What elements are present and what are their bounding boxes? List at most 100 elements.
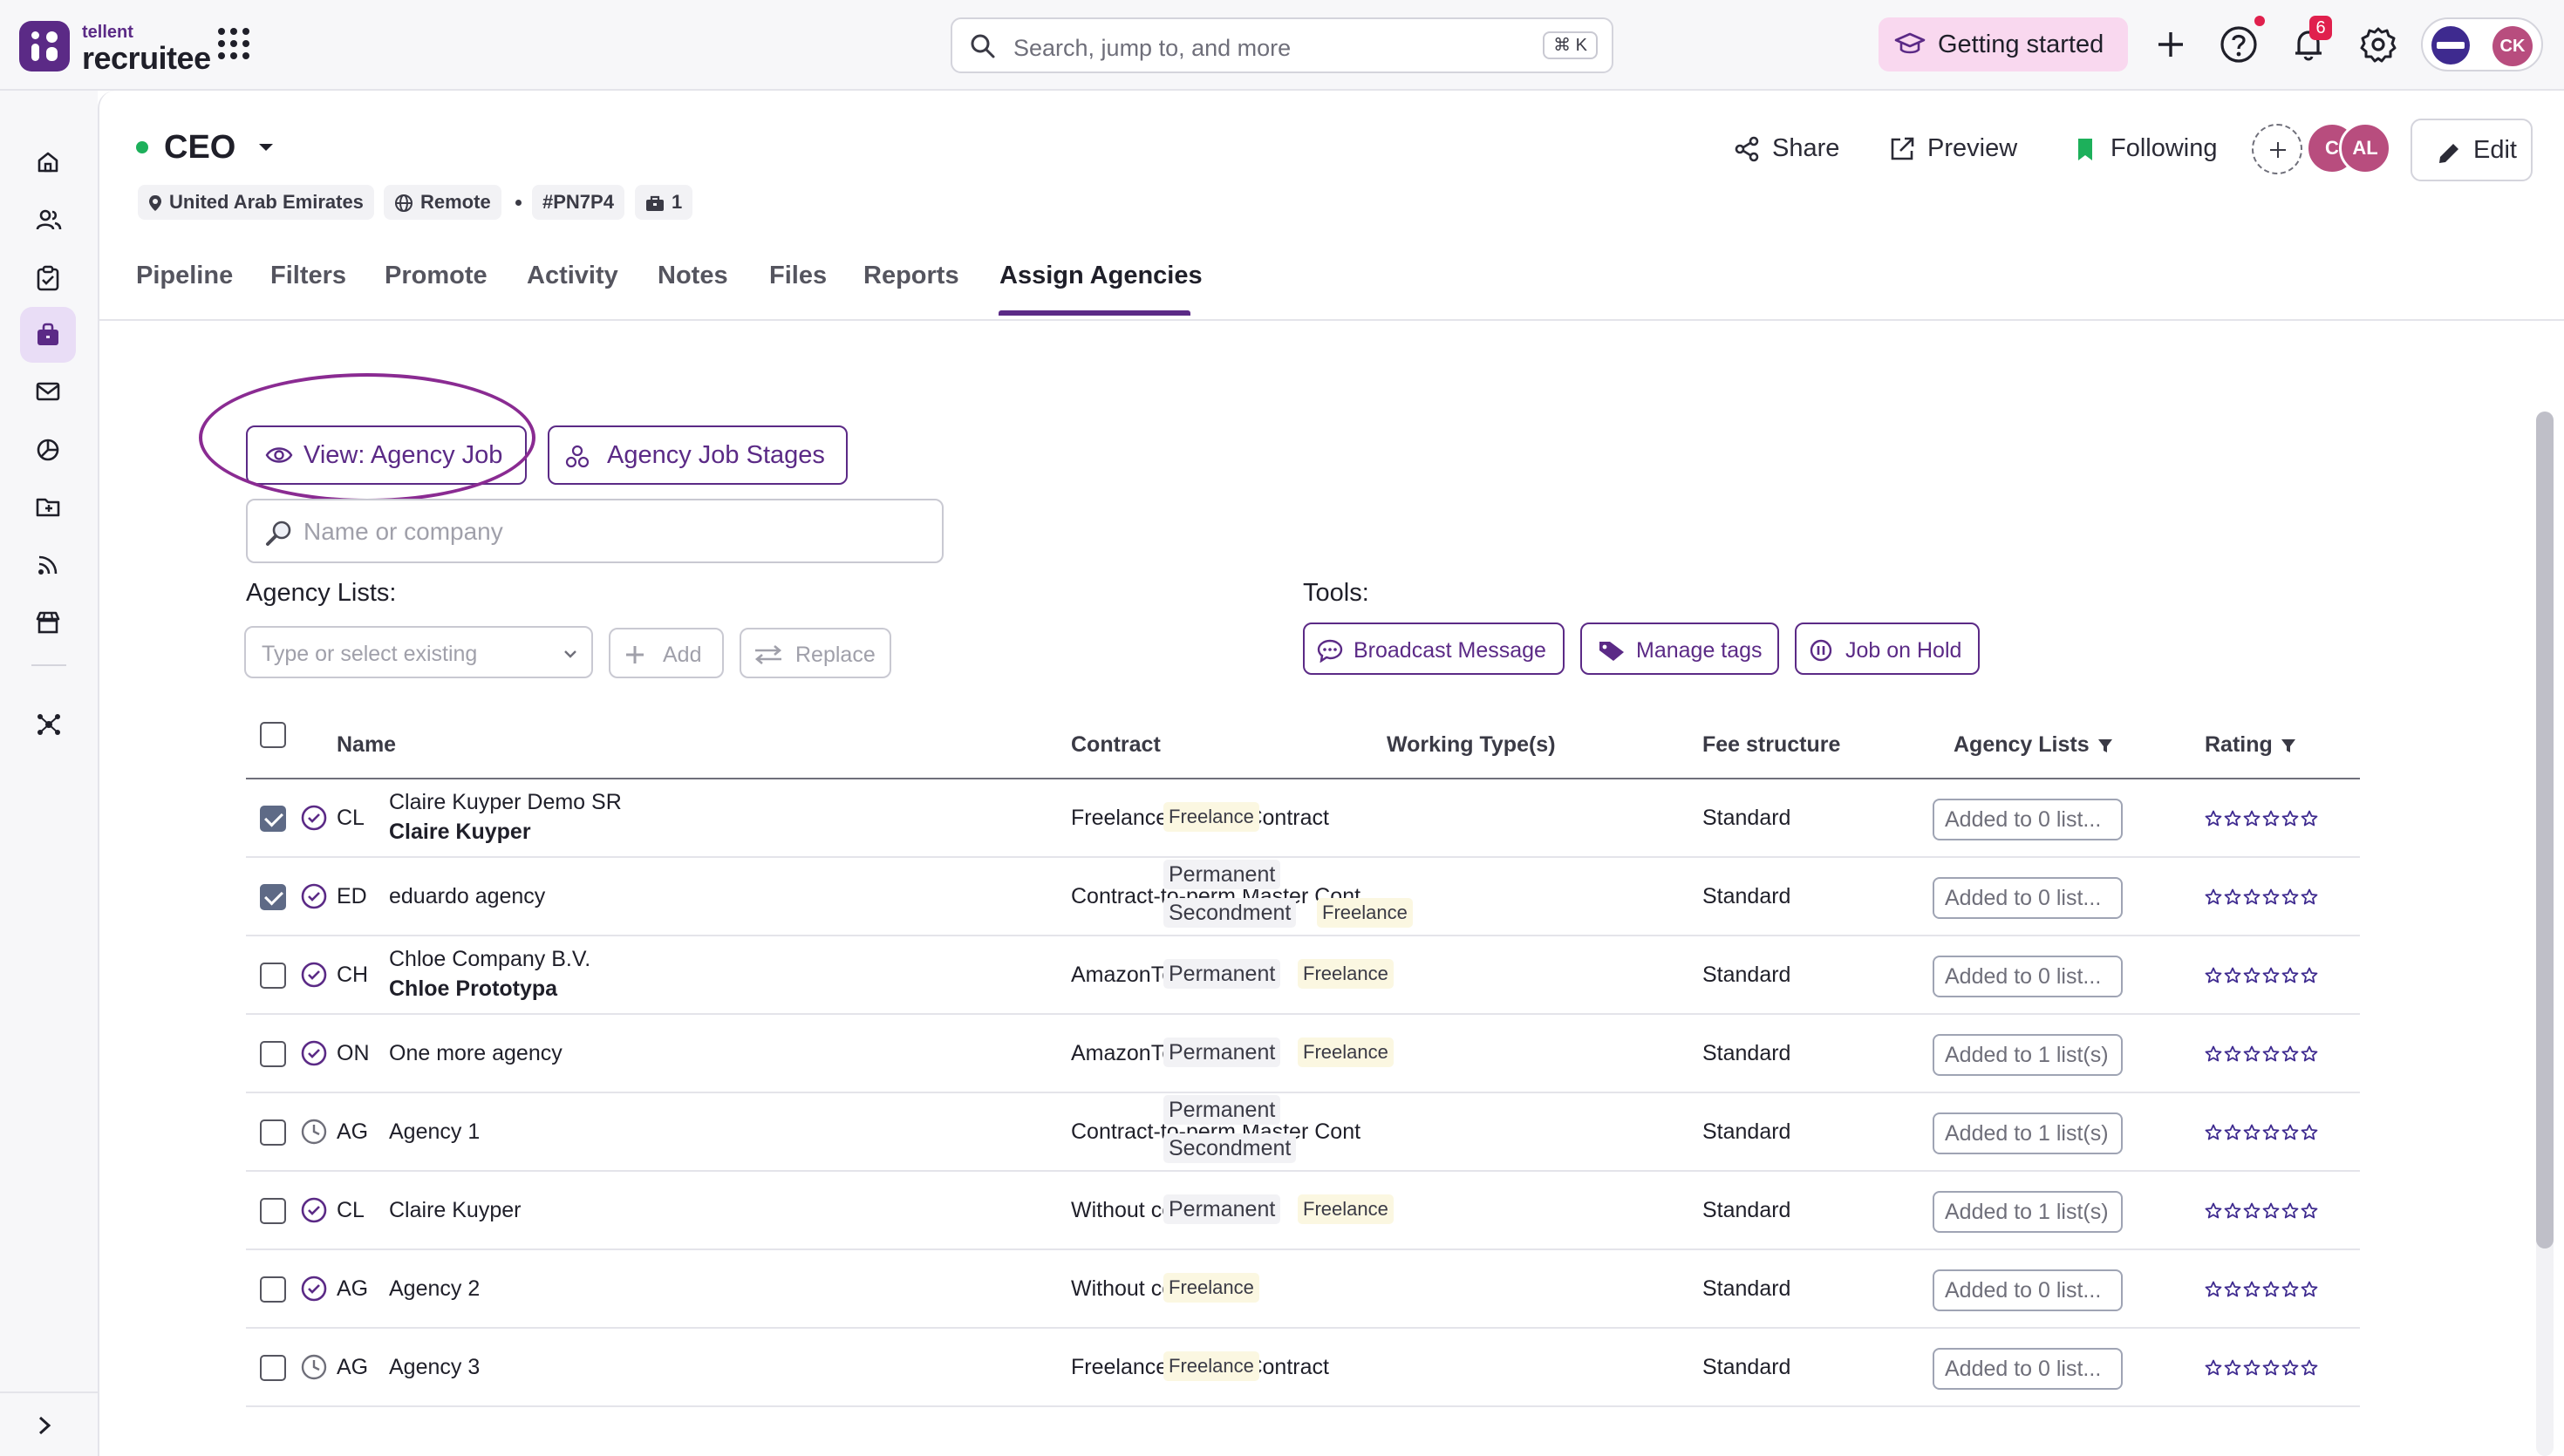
tab-files[interactable]: Files (769, 262, 828, 289)
agency-lists-button[interactable]: Added to 1 list(s) (1933, 1112, 2123, 1154)
agency-name[interactable]: Agency 2 (389, 1276, 481, 1301)
help-icon[interactable] (2219, 24, 2259, 65)
agency-search-input[interactable]: Name or company (246, 499, 944, 563)
nav-jobs[interactable] (20, 307, 76, 363)
rating-stars-icon[interactable] (2205, 886, 2323, 908)
tab-reports[interactable]: Reports (863, 262, 959, 289)
bell-icon[interactable] (2288, 24, 2329, 65)
row-checkbox[interactable] (260, 1355, 286, 1381)
global-search-input[interactable]: Search, jump to, and more ⌘ K (951, 17, 1613, 73)
annotation-highlight-ellipse (199, 373, 535, 502)
agency-name[interactable]: Chloe Company B.V. (389, 947, 591, 971)
agency-name[interactable]: Claire Kuyper Demo SR (389, 790, 622, 814)
row-checkbox[interactable] (260, 963, 286, 989)
manage-tags-button[interactable]: Manage tags (1580, 623, 1779, 675)
agency-name[interactable]: One more agency (389, 1041, 563, 1065)
nav-mail[interactable] (20, 364, 76, 420)
replace-list-button[interactable]: Replace (740, 628, 891, 678)
broadcast-message-button[interactable]: Broadcast Message (1303, 623, 1565, 675)
rating-stars-icon[interactable] (2205, 1278, 2323, 1301)
nav-folder[interactable] (20, 480, 76, 535)
nav-network[interactable] (20, 696, 76, 752)
logo-mark-icon (19, 21, 70, 71)
check-circle-icon (301, 805, 327, 831)
nav-reports[interactable] (20, 422, 76, 478)
column-name[interactable]: Name (337, 732, 397, 757)
column-rating[interactable]: Rating (2205, 732, 2297, 758)
row-checkbox[interactable] (260, 1276, 286, 1303)
edit-button[interactable]: Edit (2411, 119, 2533, 181)
member-avatar-al[interactable]: AL (2339, 122, 2391, 174)
nav-candidates[interactable] (20, 192, 76, 248)
nav-feed[interactable] (20, 537, 76, 593)
agency-lists-button[interactable]: Added to 1 list(s) (1933, 1191, 2123, 1233)
content-scrollbar-thumb[interactable] (2536, 412, 2554, 1248)
nav-home[interactable] (20, 134, 76, 190)
content-scrollbar[interactable] (2536, 412, 2554, 1456)
column-contract[interactable]: Contract (1071, 732, 1161, 757)
row-checkbox[interactable] (260, 1198, 286, 1224)
table-row[interactable]: ON One more agency AmazonTerms Permanent Fre… (246, 1015, 2360, 1093)
tab-filters[interactable]: Filters (270, 262, 347, 289)
select-all-checkbox[interactable] (260, 722, 286, 748)
column-working-types[interactable]: Working Type(s) (1387, 732, 1556, 757)
job-code-chip[interactable]: #PN7P4 (532, 185, 624, 220)
rating-stars-icon[interactable] (2205, 964, 2323, 987)
agency-lists-button[interactable]: Added to 0 list... (1933, 877, 2123, 919)
row-checkbox[interactable] (260, 1119, 286, 1146)
nav-store[interactable] (20, 595, 76, 650)
search-placeholder: Search, jump to, and more (1013, 35, 1292, 61)
filter-icon[interactable] (2280, 737, 2297, 754)
table-row[interactable]: CH Chloe Company B.V. Chloe Prototypa Amazo… (246, 936, 2360, 1015)
agency-name[interactable]: Agency 1 (389, 1119, 481, 1144)
agency-lists-button[interactable]: Added to 0 list... (1933, 799, 2123, 840)
row-checkbox[interactable] (260, 806, 286, 832)
add-member-button[interactable] (2252, 124, 2302, 174)
agency-job-stages-button[interactable]: Agency Job Stages (548, 425, 848, 485)
following-button[interactable]: Following (2072, 131, 2238, 166)
agency-name[interactable]: eduardo agency (389, 884, 546, 908)
tab-promote[interactable]: Promote (385, 262, 488, 289)
rating-stars-icon[interactable] (2205, 1043, 2323, 1065)
row-checkbox[interactable] (260, 1041, 286, 1067)
table-row[interactable]: AG Agency 1 Contract-to-perm Master Cont Pe… (246, 1093, 2360, 1172)
user-menu[interactable]: CK (2421, 17, 2543, 71)
share-button[interactable]: Share (1734, 131, 1847, 166)
recruitee-logo[interactable]: tellent recruitee (19, 19, 211, 76)
nav-tasks[interactable] (20, 249, 76, 305)
column-fee-structure[interactable]: Fee structure (1702, 732, 1841, 757)
table-row[interactable]: AG Agency 2 Without contract Freelance Stand… (246, 1250, 2360, 1329)
tab-pipeline[interactable]: Pipeline (136, 262, 234, 289)
agency-name[interactable]: Claire Kuyper (389, 1198, 522, 1222)
preview-button[interactable]: Preview (1889, 131, 2029, 166)
agency-lists-button[interactable]: Added to 1 list(s) (1933, 1034, 2123, 1076)
agency-lists-button[interactable]: Added to 0 list... (1933, 956, 2123, 997)
rating-stars-icon[interactable] (2205, 1357, 2323, 1379)
apps-grid-icon[interactable] (218, 28, 253, 63)
rating-stars-icon[interactable] (2205, 1200, 2323, 1222)
column-agency-lists[interactable]: Agency Lists (1954, 732, 2114, 758)
expand-sidebar-chevron-icon[interactable] (35, 1414, 54, 1437)
table-row[interactable]: ED eduardo agency Contract-to-perm Master … (246, 858, 2360, 936)
add-to-list-button[interactable]: Add (609, 628, 724, 678)
plus-icon[interactable] (2151, 24, 2191, 65)
filter-icon[interactable] (2097, 737, 2114, 754)
job-switcher-caret-icon[interactable] (256, 141, 276, 153)
rating-stars-icon[interactable] (2205, 1121, 2323, 1144)
agency-lists-button[interactable]: Added to 0 list... (1933, 1269, 2123, 1311)
rating-stars-icon[interactable] (2205, 807, 2323, 830)
row-checkbox[interactable] (260, 884, 286, 910)
tab-notes[interactable]: Notes (658, 262, 728, 289)
agency-lists-button[interactable]: Added to 0 list... (1933, 1348, 2123, 1390)
tab-activity[interactable]: Activity (527, 262, 618, 289)
tab-assign-agencies[interactable]: Assign Agencies (999, 262, 1203, 289)
user-avatar: CK (2492, 26, 2533, 66)
agency-name[interactable]: Agency 3 (389, 1355, 481, 1379)
getting-started-button[interactable]: Getting started (1879, 17, 2128, 71)
table-row[interactable]: CL Claire Kuyper Without contract Permanent… (246, 1172, 2360, 1250)
settings-gear-icon[interactable] (2358, 24, 2398, 65)
job-on-hold-button[interactable]: Job on Hold (1795, 623, 1980, 675)
agency-list-select[interactable]: Type or select existing (244, 626, 593, 678)
table-row[interactable]: CL Claire Kuyper Demo SR Claire Kuyper Free… (246, 779, 2360, 858)
